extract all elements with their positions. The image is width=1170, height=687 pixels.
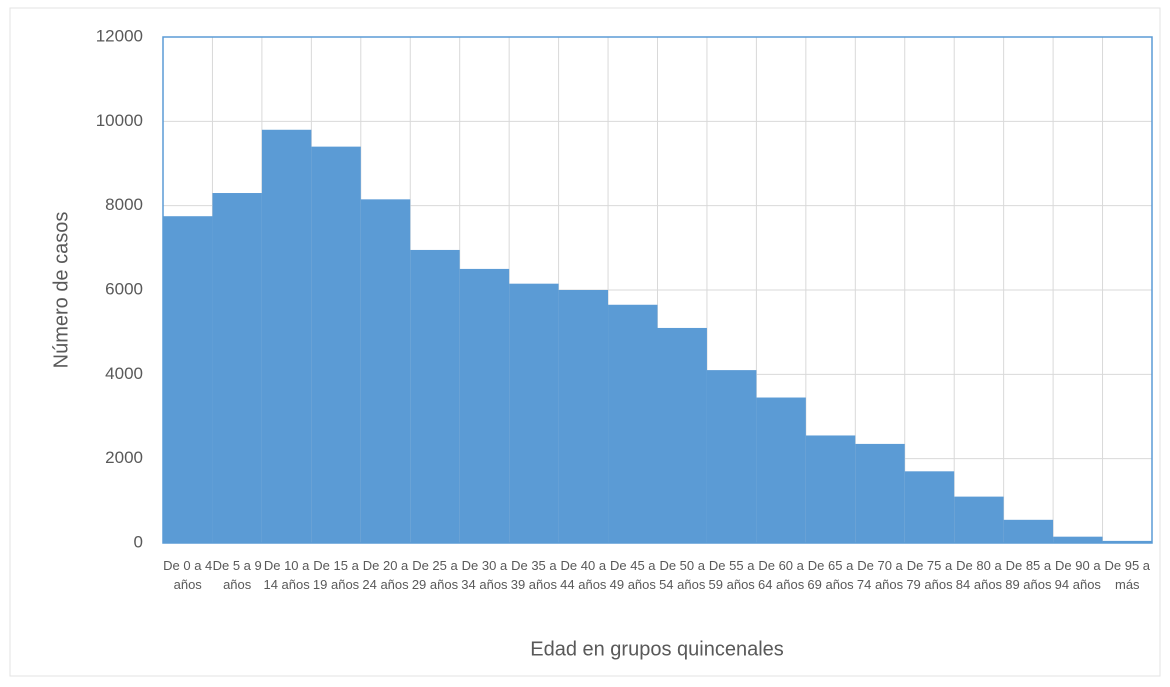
bar xyxy=(756,397,806,543)
y-tick-label: 12000 xyxy=(96,26,143,45)
x-tick-label: De 5 a 9 años xyxy=(212,558,262,592)
y-tick-label: 4000 xyxy=(105,364,143,383)
y-tick-label: 8000 xyxy=(105,195,143,214)
x-tick-label: De 35 a 39 años xyxy=(510,558,557,592)
x-tick-label: De 85 a 89 años xyxy=(1005,558,1052,592)
x-tick-label: De 30 a 34 años xyxy=(461,558,508,592)
plot-border xyxy=(162,36,1153,544)
x-tick-label: De 95 a más xyxy=(1104,558,1151,592)
y-tick-label: 2000 xyxy=(105,448,143,467)
x-tick-label: De 0 a 4 años xyxy=(163,558,213,592)
x-tick-label: De 80 a 84 años xyxy=(955,558,1003,592)
bar xyxy=(360,199,411,543)
bar xyxy=(904,471,955,543)
bar xyxy=(212,193,262,543)
x-tick-label: De 15 a 19 años xyxy=(312,558,360,592)
bar xyxy=(163,216,213,544)
bar xyxy=(855,443,905,543)
x-tick-label: De 55 a 59 años xyxy=(708,558,755,592)
x-tick-label: De 45 a 49 años xyxy=(609,558,656,592)
bar xyxy=(954,496,1004,543)
bar xyxy=(1003,519,1054,543)
x-tick-label: De 50 a 54 años xyxy=(659,558,706,592)
x-tick-label: De 75 a 79 años xyxy=(906,558,953,592)
bar xyxy=(1053,536,1103,543)
bar xyxy=(311,146,361,543)
bar xyxy=(509,283,559,543)
x-tick-label: De 10 a 14 años xyxy=(263,558,310,592)
bar xyxy=(706,370,757,543)
x-tick-label: De 40 a 44 años xyxy=(560,558,607,592)
x-tick-label: De 70 a 74 años xyxy=(856,558,904,592)
y-tick-label: 0 xyxy=(134,532,143,551)
x-tick-label: De 25 a 29 años xyxy=(411,558,459,592)
x-tick-label: De 65 a 69 años xyxy=(807,558,854,592)
bar xyxy=(805,435,856,543)
y-tick-label: 10000 xyxy=(96,111,143,130)
bar xyxy=(1102,540,1152,543)
bar xyxy=(459,268,510,543)
bar xyxy=(410,249,460,544)
bar xyxy=(608,304,658,543)
bar xyxy=(261,129,312,543)
y-tick-label: 6000 xyxy=(105,279,143,298)
x-tick-label: De 60 a 64 años xyxy=(757,558,805,592)
bar xyxy=(657,327,707,543)
bar xyxy=(558,290,609,543)
x-tick-label: De 20 a 24 años xyxy=(362,558,409,592)
y-axis-title: Número de casos xyxy=(50,212,72,369)
x-axis-title: Edad en grupos quincenales xyxy=(530,638,784,660)
x-tick-label: De 90 a 94 años xyxy=(1054,558,1101,592)
